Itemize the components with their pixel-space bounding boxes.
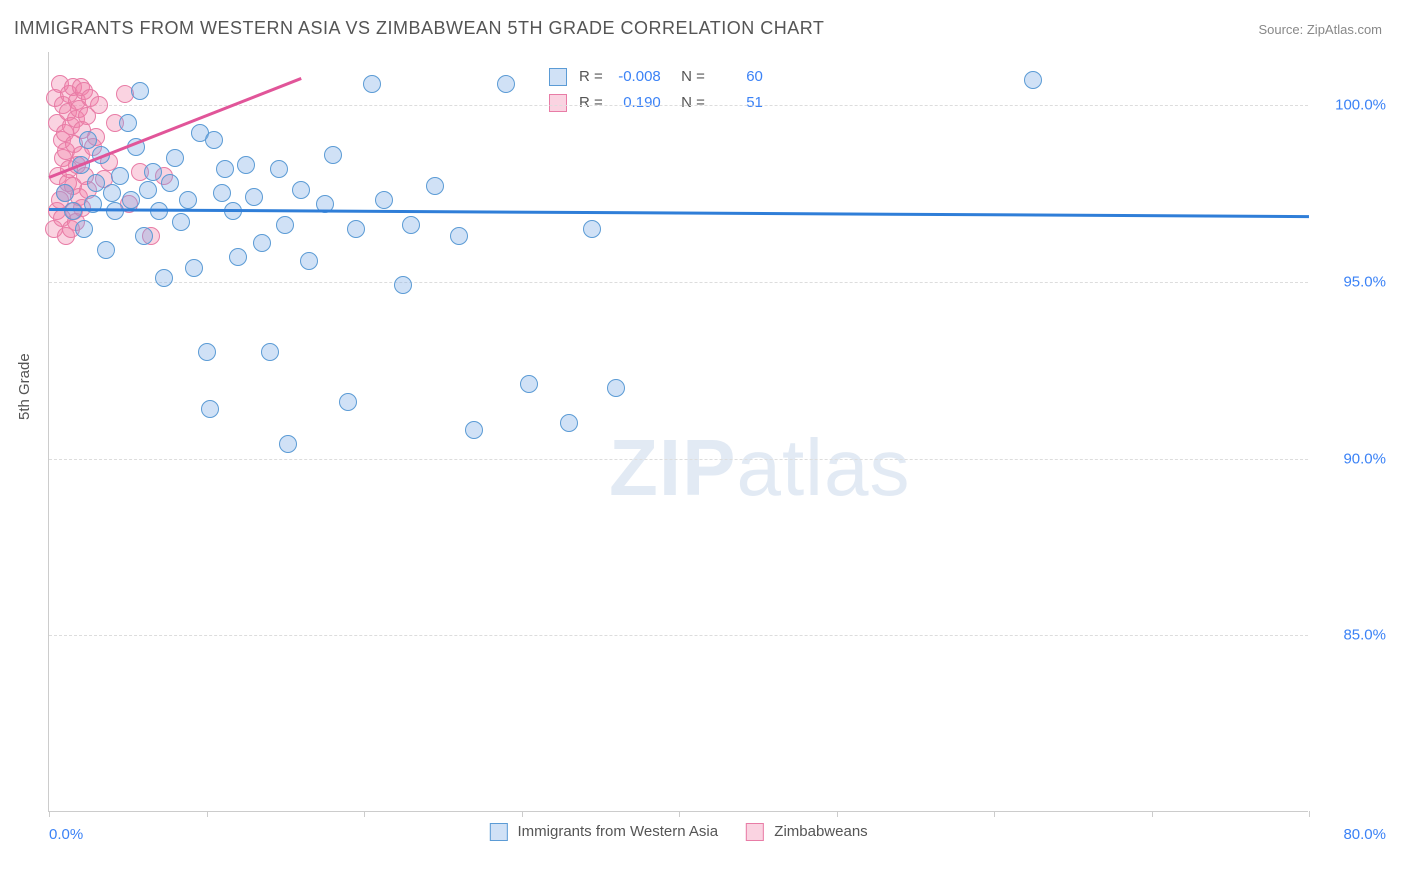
inset-row-0: R = -0.008 N = 60 — [549, 64, 763, 90]
inset-row-1: R = 0.190 N = 51 — [549, 90, 763, 116]
scatter-point — [300, 252, 318, 270]
n-label-0: N = — [681, 64, 705, 90]
bottom-legend: Immigrants from Western Asia Zimbabweans — [489, 823, 867, 841]
r-label-0: R = — [579, 64, 603, 90]
scatter-point — [520, 375, 538, 393]
x-tick — [49, 811, 50, 817]
scatter-point — [144, 163, 162, 181]
scatter-point — [465, 421, 483, 439]
n-label-1: N = — [681, 90, 705, 116]
gridline-h — [49, 282, 1308, 283]
gridline-h — [49, 105, 1308, 106]
n-value-1: 51 — [711, 90, 763, 116]
legend-label-0: Immigrants from Western Asia — [517, 823, 718, 840]
scatter-point — [292, 181, 310, 199]
scatter-point — [213, 184, 231, 202]
scatter-point — [375, 191, 393, 209]
scatter-point — [607, 379, 625, 397]
scatter-point — [450, 227, 468, 245]
legend-item-0: Immigrants from Western Asia — [489, 823, 718, 841]
x-tick — [522, 811, 523, 817]
scatter-point — [324, 146, 342, 164]
swatch-series-0 — [549, 68, 567, 86]
scatter-point — [119, 114, 137, 132]
scatter-point — [166, 149, 184, 167]
scatter-point — [339, 393, 357, 411]
scatter-point — [56, 184, 74, 202]
gridline-h — [49, 635, 1308, 636]
scatter-point — [185, 259, 203, 277]
scatter-point — [131, 82, 149, 100]
chart-title: IMMIGRANTS FROM WESTERN ASIA VS ZIMBABWE… — [14, 18, 824, 39]
scatter-point — [560, 414, 578, 432]
swatch-bottom-1 — [746, 823, 764, 841]
y-axis-label: 5th Grade — [16, 353, 33, 420]
watermark: ZIPatlas — [609, 422, 910, 514]
scatter-point — [237, 156, 255, 174]
scatter-point — [279, 435, 297, 453]
scatter-point — [253, 234, 271, 252]
r-value-1: 0.190 — [609, 90, 661, 116]
scatter-point — [97, 241, 115, 259]
plot-area: ZIPatlas R = -0.008 N = 60 R = 0.190 N =… — [48, 52, 1308, 812]
watermark-bold: ZIP — [609, 423, 736, 512]
scatter-point — [229, 248, 247, 266]
scatter-point — [363, 75, 381, 93]
scatter-point — [497, 75, 515, 93]
scatter-point — [270, 160, 288, 178]
x-tick — [207, 811, 208, 817]
y-tick-label: 85.0% — [1343, 627, 1386, 644]
scatter-point — [172, 213, 190, 231]
x-tick — [1152, 811, 1153, 817]
scatter-point — [87, 174, 105, 192]
scatter-point — [205, 131, 223, 149]
y-tick-label: 100.0% — [1335, 97, 1386, 114]
r-label-1: R = — [579, 90, 603, 116]
swatch-bottom-0 — [489, 823, 507, 841]
gridline-h — [49, 459, 1308, 460]
scatter-point — [394, 276, 412, 294]
n-value-0: 60 — [711, 64, 763, 90]
scatter-point — [111, 167, 129, 185]
scatter-point — [161, 174, 179, 192]
scatter-point — [201, 400, 219, 418]
legend-label-1: Zimbabweans — [774, 823, 867, 840]
scatter-point — [245, 188, 263, 206]
source-label: Source: ZipAtlas.com — [1258, 22, 1382, 37]
scatter-point — [198, 343, 216, 361]
scatter-point — [276, 216, 294, 234]
scatter-point — [426, 177, 444, 195]
scatter-point — [402, 216, 420, 234]
scatter-point — [347, 220, 365, 238]
inset-legend: R = -0.008 N = 60 R = 0.190 N = 51 — [549, 64, 763, 116]
scatter-point — [103, 184, 121, 202]
x-tick — [837, 811, 838, 817]
scatter-point — [122, 191, 140, 209]
scatter-point — [155, 269, 173, 287]
x-tick — [364, 811, 365, 817]
scatter-point — [1024, 71, 1042, 89]
scatter-point — [261, 343, 279, 361]
x-tick — [679, 811, 680, 817]
y-tick-label: 90.0% — [1343, 450, 1386, 467]
scatter-point — [75, 220, 93, 238]
x-min-label: 0.0% — [49, 826, 83, 843]
x-tick — [994, 811, 995, 817]
scatter-point — [179, 191, 197, 209]
watermark-rest: atlas — [736, 423, 910, 512]
x-max-label: 80.0% — [1343, 826, 1386, 843]
scatter-point — [90, 96, 108, 114]
x-tick — [1309, 811, 1310, 817]
y-tick-label: 95.0% — [1343, 273, 1386, 290]
scatter-point — [583, 220, 601, 238]
swatch-series-1 — [549, 94, 567, 112]
scatter-point — [216, 160, 234, 178]
scatter-point — [135, 227, 153, 245]
r-value-0: -0.008 — [609, 64, 661, 90]
scatter-point — [139, 181, 157, 199]
legend-item-1: Zimbabweans — [746, 823, 868, 841]
